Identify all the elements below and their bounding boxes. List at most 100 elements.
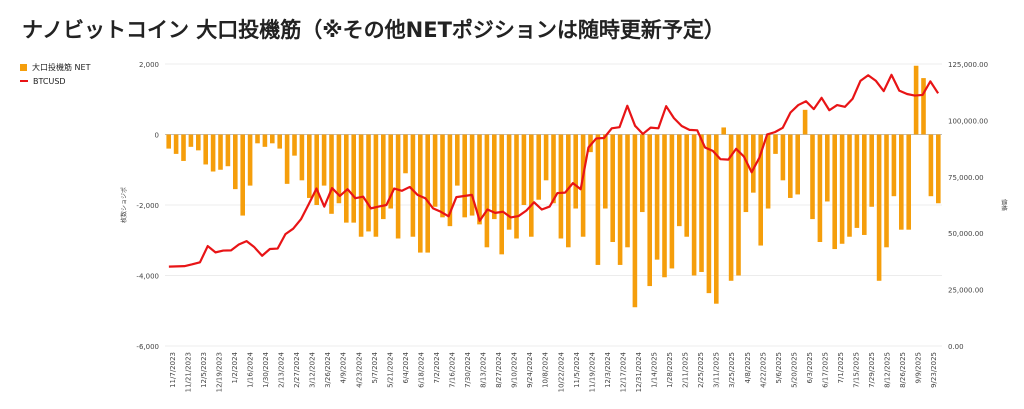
net-position-bar <box>210 134 216 172</box>
net-position-bar <box>351 134 356 223</box>
net-position-bar <box>240 134 245 216</box>
net-position-bar <box>566 134 571 248</box>
x-tick-label: 4/23/2024 <box>355 351 363 387</box>
legend-item-net: 大口投機筋 NET <box>20 60 90 74</box>
net-position-bar <box>388 134 393 209</box>
net-position-bar <box>447 134 453 227</box>
net-position-bar <box>366 134 371 232</box>
net-position-bar <box>225 134 231 167</box>
x-tick-label: 2/11/2025 <box>682 352 690 388</box>
net-position-bar <box>684 134 689 237</box>
net-position-bar <box>484 134 490 248</box>
net-position-bar <box>714 134 719 304</box>
x-tick-label: 6/17/2025 <box>821 352 829 388</box>
net-position-bar <box>936 134 941 204</box>
y-tick-label-right: 25,000.00 <box>948 287 984 295</box>
net-position-bar <box>543 134 549 181</box>
x-tick-label: 12/17/2024 <box>619 351 627 392</box>
net-position-bar <box>277 134 282 149</box>
x-tick-label: 8/13/2024 <box>480 351 488 387</box>
net-position-bar <box>721 127 726 135</box>
net-position-bar <box>336 134 342 204</box>
net-position-bar <box>728 134 734 281</box>
net-position-bar <box>270 134 275 144</box>
net-position-bar <box>847 134 852 237</box>
x-tick-label: 7/1/2025 <box>837 352 845 383</box>
net-position-bar <box>551 134 556 204</box>
x-tick-label: 12/19/2023 <box>215 352 223 392</box>
net-position-bar <box>462 134 467 218</box>
net-position-bar <box>455 134 460 186</box>
x-tick-label: 11/5/2024 <box>573 351 581 387</box>
net-position-bar <box>662 134 667 278</box>
net-position-bar <box>913 65 919 135</box>
x-tick-label: 3/11/2025 <box>713 352 721 388</box>
x-tick-label: 8/26/2025 <box>899 352 907 388</box>
x-tick-label: 8/12/2025 <box>884 352 892 388</box>
x-tick-label: 1/14/2025 <box>651 352 659 388</box>
net-position-bar <box>329 134 334 214</box>
x-tick-label: 6/4/2024 <box>402 351 410 383</box>
y-tick-label-left: 2,000 <box>139 61 159 69</box>
net-position-bar <box>654 134 660 260</box>
x-tick-label: 7/30/2024 <box>464 351 472 387</box>
net-position-bar <box>299 134 305 181</box>
net-position-bar <box>876 134 882 281</box>
net-position-bar <box>432 134 438 207</box>
net-position-bar <box>381 134 386 220</box>
net-position-bar <box>640 134 645 213</box>
net-position-bar <box>795 134 800 195</box>
net-position-bar <box>677 134 682 227</box>
x-tick-label: 11/7/2023 <box>169 352 177 388</box>
net-position-bar <box>862 134 867 235</box>
x-tick-label: 7/29/2025 <box>868 352 876 388</box>
y-tick-label-right: 75,000.00 <box>948 174 984 182</box>
net-position-bar <box>395 134 401 239</box>
net-position-bar <box>529 134 534 237</box>
net-position-bar <box>610 134 615 243</box>
net-position-bar <box>173 134 179 154</box>
net-position-bar <box>373 134 379 237</box>
net-position-bar <box>292 134 297 156</box>
net-position-bar <box>758 134 763 246</box>
net-position-bar <box>440 134 445 218</box>
net-position-bar <box>203 134 208 165</box>
net-position-bar <box>625 134 630 248</box>
net-position-bar <box>899 134 904 230</box>
y-tick-label-right: 50,000.00 <box>948 230 984 238</box>
net-position-bar <box>196 134 201 151</box>
y-tick-label-right: 0.00 <box>948 343 964 351</box>
x-tick-label: 1/30/2024 <box>262 351 270 387</box>
net-position-bar <box>506 134 512 230</box>
x-tick-label: 4/8/2025 <box>744 352 752 383</box>
x-tick-label: 11/19/2024 <box>588 351 596 392</box>
net-position-bar <box>921 78 926 135</box>
net-position-bar <box>410 134 416 237</box>
net-position-bar <box>255 134 260 144</box>
x-tick-label: 1/16/2024 <box>246 351 254 387</box>
net-position-bar <box>780 134 786 181</box>
x-tick-label: 5/7/2024 <box>371 351 379 383</box>
x-tick-label: 3/25/2025 <box>728 352 736 388</box>
y-axis-title-left: 枚数ショジポ <box>120 187 128 223</box>
net-position-bar <box>580 134 586 237</box>
legend-label-net: 大口投機筋 NET <box>32 62 91 72</box>
net-position-bar <box>647 134 652 287</box>
x-tick-label: 10/8/2024 <box>542 351 550 387</box>
net-position-bar <box>736 134 741 276</box>
net-position-bar <box>521 134 527 205</box>
net-position-bar <box>573 134 578 209</box>
net-position-bar <box>358 134 364 237</box>
net-position-bar <box>307 134 312 198</box>
net-position-bar <box>514 134 519 239</box>
net-position-bar <box>825 134 830 202</box>
net-position-bar <box>499 134 504 255</box>
net-position-bar <box>425 134 430 253</box>
net-position-bar <box>166 134 171 149</box>
y-tick-label-left: -6,000 <box>136 343 159 351</box>
x-tick-label: 12/3/2024 <box>604 351 612 387</box>
net-position-bar <box>869 134 874 207</box>
x-tick-label: 12/31/2024 <box>635 351 643 392</box>
net-position-bar <box>188 134 194 147</box>
x-tick-label: 10/22/2024 <box>557 351 565 392</box>
